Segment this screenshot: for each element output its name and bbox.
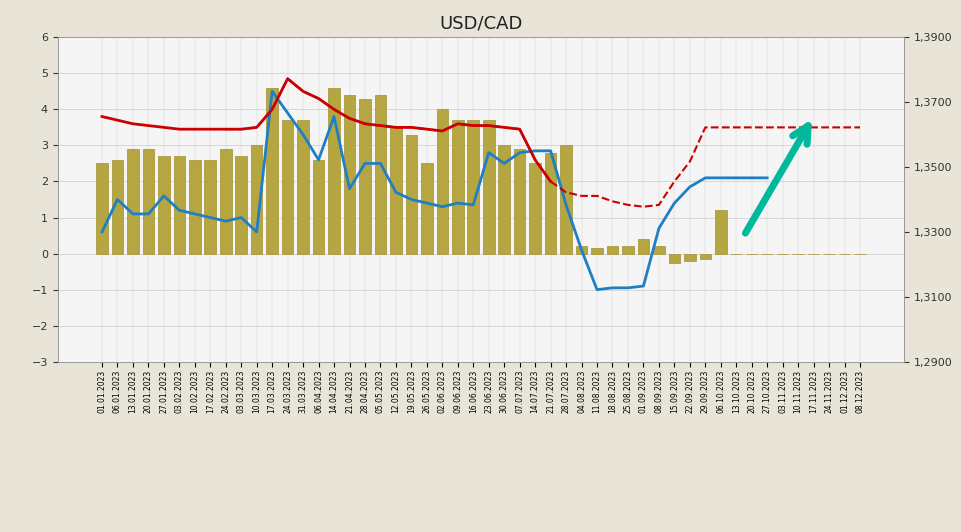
Bar [498,145,509,254]
Bar [282,120,293,254]
Bar [142,149,154,254]
Bar [668,254,679,263]
Bar [188,160,201,254]
Bar [421,163,432,254]
Bar [529,163,540,254]
Bar [96,163,108,254]
Bar [266,88,278,254]
Bar [637,239,649,254]
Bar [251,145,262,254]
Bar [575,246,587,254]
Bar [622,246,633,254]
Bar [513,149,525,254]
Bar [452,120,463,254]
Bar [205,160,216,254]
Bar [467,120,479,254]
Bar [699,254,710,259]
Bar [374,95,386,254]
Bar [390,127,402,254]
Bar [436,110,448,254]
Bar [173,156,185,254]
Bar [220,149,232,254]
Bar [111,160,123,254]
Bar [559,145,571,254]
Bar [127,149,138,254]
Bar [544,153,555,254]
Bar [297,120,308,254]
Bar [235,156,247,254]
Bar [358,98,370,254]
Bar [591,248,603,254]
Bar [328,88,339,254]
Bar [158,156,169,254]
Bar [406,135,417,254]
Bar [482,120,494,254]
Bar [606,246,618,254]
Bar [714,210,726,254]
Title: USD/CAD: USD/CAD [439,15,522,33]
Bar [653,246,664,254]
Bar [343,95,355,254]
Bar [312,160,324,254]
Bar [683,254,695,261]
